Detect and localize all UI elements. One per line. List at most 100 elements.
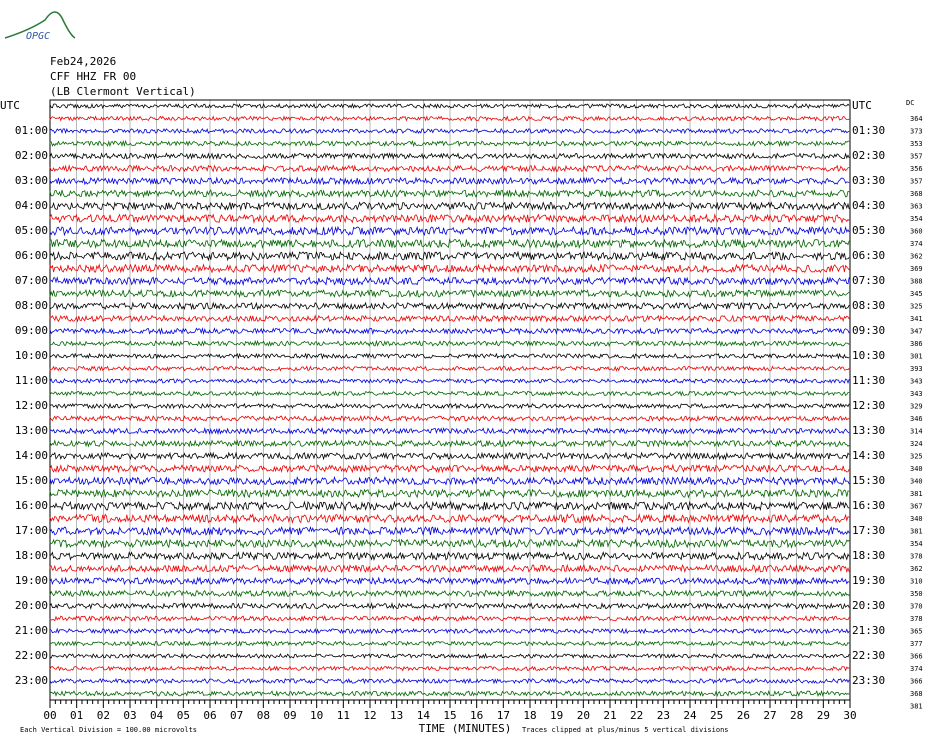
dc-offset: 365 bbox=[910, 628, 923, 636]
dc-offset: 368 bbox=[910, 690, 923, 698]
trace bbox=[49, 127, 850, 135]
x-tick-label: 20 bbox=[577, 709, 590, 722]
trace bbox=[49, 365, 850, 372]
dc-offset: 364 bbox=[910, 115, 923, 123]
dc-offset: 340 bbox=[910, 465, 923, 473]
left-label: 02:00 bbox=[15, 149, 48, 162]
right-label: 01:30 bbox=[852, 124, 885, 137]
trace bbox=[49, 402, 850, 410]
trace bbox=[49, 665, 850, 672]
trace bbox=[49, 614, 850, 623]
date: Feb24,2026 bbox=[50, 55, 116, 68]
trace bbox=[49, 677, 850, 685]
x-tick-label: 30 bbox=[843, 709, 856, 722]
trace bbox=[49, 602, 850, 610]
footer-clip: Traces clipped at plus/minus 5 vertical … bbox=[522, 726, 729, 734]
dc-offset: 329 bbox=[910, 403, 923, 411]
right-label: 22:30 bbox=[852, 649, 885, 662]
x-title: TIME (MINUTES) bbox=[419, 722, 512, 735]
trace bbox=[49, 589, 850, 598]
trace bbox=[49, 463, 850, 474]
trace bbox=[49, 414, 850, 423]
x-tick-label: 16 bbox=[470, 709, 483, 722]
right-label: 10:30 bbox=[852, 349, 885, 362]
trace bbox=[49, 288, 850, 299]
plot-frame bbox=[49, 99, 851, 701]
x-tick-label: 19 bbox=[550, 709, 563, 722]
left-label: 03:00 bbox=[15, 174, 48, 187]
trace bbox=[49, 627, 850, 635]
dc-offset: 386 bbox=[910, 340, 923, 348]
trace bbox=[49, 551, 850, 562]
dc-offset: 350 bbox=[910, 590, 923, 598]
x-tick-label: 03 bbox=[123, 709, 136, 722]
right-label: 03:30 bbox=[852, 174, 885, 187]
dc-offset: 381 bbox=[910, 490, 923, 498]
trace bbox=[49, 652, 850, 660]
right-label: 07:30 bbox=[852, 274, 885, 287]
x-tick-label: 27 bbox=[763, 709, 776, 722]
left-label: 09:00 bbox=[15, 324, 48, 337]
x-tick-label: 18 bbox=[523, 709, 536, 722]
left-label: 08:00 bbox=[15, 299, 48, 312]
x-tick-label: 08 bbox=[257, 709, 270, 722]
dc-offset: 340 bbox=[910, 515, 923, 523]
trace bbox=[49, 339, 850, 348]
left-label: 12:00 bbox=[15, 399, 48, 412]
left-label: UTC bbox=[0, 99, 20, 112]
dc-offset: 362 bbox=[910, 565, 923, 573]
trace bbox=[49, 276, 850, 287]
dc-offset: 345 bbox=[910, 290, 923, 298]
left-label: 10:00 bbox=[15, 349, 48, 362]
footer-division: Each Vertical Division = 100.00 microvol… bbox=[20, 726, 197, 734]
trace bbox=[49, 115, 850, 122]
x-tick-label: 05 bbox=[177, 709, 190, 722]
dc-offset: 353 bbox=[910, 140, 923, 148]
trace bbox=[49, 152, 850, 161]
right-label: 12:30 bbox=[852, 399, 885, 412]
location: (LB Clermont Vertical) bbox=[50, 85, 196, 98]
dc-offset: 325 bbox=[910, 303, 923, 311]
dc-offset: 362 bbox=[910, 253, 923, 261]
dc-offset: 314 bbox=[910, 428, 923, 436]
right-label: 15:30 bbox=[852, 474, 885, 487]
x-tick-label: 07 bbox=[230, 709, 243, 722]
right-label: 17:30 bbox=[852, 524, 885, 537]
right-label: 08:30 bbox=[852, 299, 885, 312]
left-label: 18:00 bbox=[15, 549, 48, 562]
dc-offset: 310 bbox=[910, 578, 923, 586]
dc-offset: 381 bbox=[910, 703, 923, 711]
right-label: UTC bbox=[852, 99, 872, 112]
left-label: 23:00 bbox=[15, 674, 48, 687]
left-label: 22:00 bbox=[15, 649, 48, 662]
left-label: 05:00 bbox=[15, 224, 48, 237]
x-tick-label: 26 bbox=[737, 709, 750, 722]
dc-offset: 340 bbox=[910, 478, 923, 486]
logo: OPGC bbox=[26, 31, 50, 42]
left-label: 07:00 bbox=[15, 274, 48, 287]
x-tick-label: 24 bbox=[683, 709, 697, 722]
left-label: 20:00 bbox=[15, 599, 48, 612]
x-tick-label: 12 bbox=[363, 709, 376, 722]
trace bbox=[49, 238, 850, 249]
dc-offset: 356 bbox=[910, 165, 923, 173]
trace bbox=[49, 427, 850, 436]
trace bbox=[49, 352, 850, 360]
trace bbox=[49, 250, 850, 262]
dc-offset: 368 bbox=[910, 190, 923, 198]
dc-offset: 341 bbox=[910, 315, 923, 323]
left-label: 06:00 bbox=[15, 249, 48, 262]
trace bbox=[49, 563, 850, 574]
right-label: 20:30 bbox=[852, 599, 885, 612]
left-label: 13:00 bbox=[15, 424, 48, 437]
trace bbox=[49, 139, 850, 148]
dc-offset: 373 bbox=[910, 128, 923, 136]
dc-offset: 377 bbox=[910, 640, 923, 648]
dc-title: DC bbox=[906, 99, 914, 107]
trace bbox=[49, 525, 850, 537]
right-label: 19:30 bbox=[852, 574, 885, 587]
right-label: 21:30 bbox=[852, 624, 885, 637]
trace bbox=[49, 513, 850, 524]
dc-offset: 346 bbox=[910, 415, 923, 423]
